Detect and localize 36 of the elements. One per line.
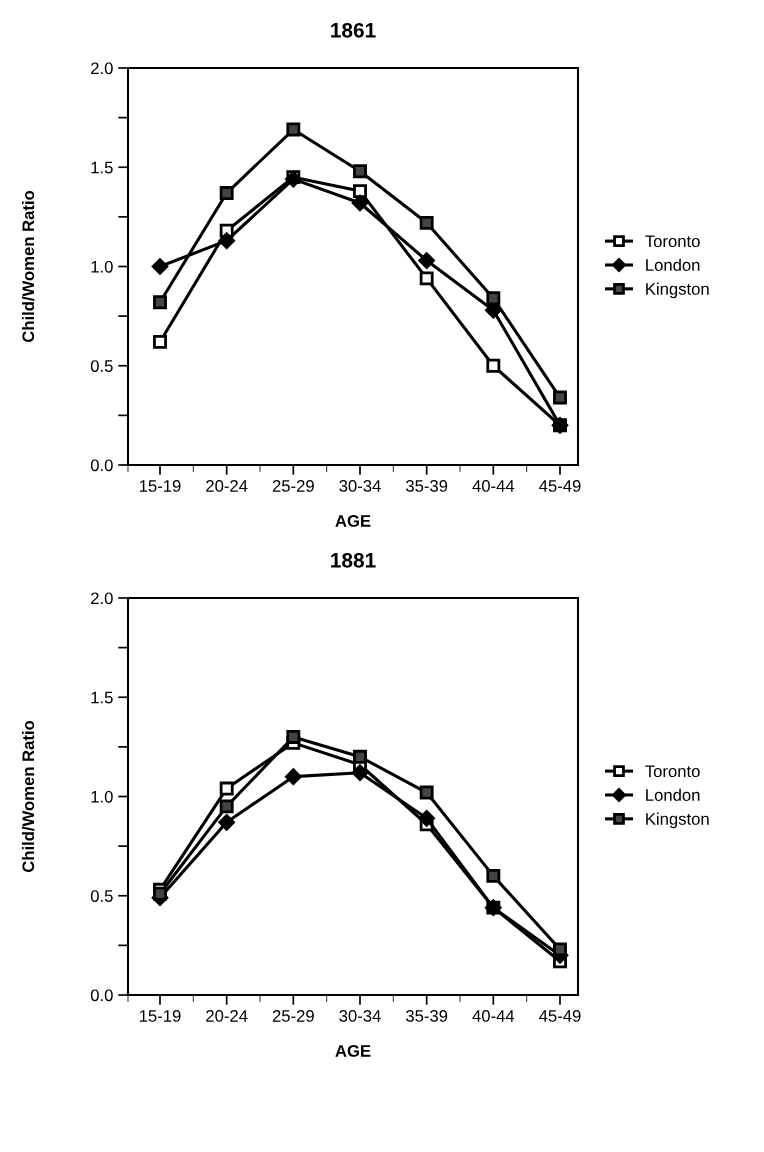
y-tick-label: 0.0 bbox=[90, 989, 113, 1002]
x-tick-label: 30-34 bbox=[339, 1010, 381, 1022]
x-tick-label: 25-29 bbox=[272, 1010, 314, 1022]
legend-label: London bbox=[646, 258, 700, 271]
y-tick-label: 1.0 bbox=[91, 790, 113, 803]
y-tick-label: 2.0 bbox=[91, 592, 113, 605]
x-axis-title: AGE bbox=[335, 515, 371, 527]
y-tick-label: 1.5 bbox=[91, 691, 113, 704]
x-tick-label: 45-49 bbox=[539, 1010, 581, 1022]
y-tick-label: 1.0 bbox=[91, 260, 113, 273]
y-tick-label: 1.5 bbox=[91, 161, 113, 174]
x-axis-title: AGE bbox=[335, 1045, 371, 1057]
legend-label: Kingston bbox=[646, 282, 709, 299]
chart-title: 1861 bbox=[331, 22, 376, 38]
y-tick-label: 0.0 bbox=[90, 459, 113, 472]
legend-label: London bbox=[646, 788, 700, 801]
legend-label: Kingston bbox=[646, 812, 709, 829]
x-tick-label: 35-39 bbox=[405, 1010, 448, 1022]
x-tick-label: 40-44 bbox=[472, 480, 515, 492]
y-tick-label: 0.5 bbox=[90, 360, 113, 372]
x-tick-label: 25-29 bbox=[272, 480, 314, 492]
legend-label: Toronto bbox=[645, 235, 700, 248]
y-axis-title: Child/Women Ratio bbox=[21, 190, 35, 343]
y-tick-label: 2.0 bbox=[91, 62, 113, 75]
legend-label: Toronto bbox=[645, 765, 700, 778]
x-tick-label: 40-44 bbox=[472, 1010, 515, 1022]
x-tick-label: 35-39 bbox=[405, 480, 448, 492]
chart-title: 1881 bbox=[331, 552, 376, 568]
y-tick-label: 0.5 bbox=[90, 890, 113, 902]
x-tick-label: 20-24 bbox=[206, 1010, 248, 1022]
y-axis-title: Child/Women Ratio bbox=[21, 720, 35, 873]
x-tick-label: 20-24 bbox=[206, 480, 248, 492]
x-tick-label: 15-19 bbox=[139, 1010, 181, 1022]
x-tick-label: 45-49 bbox=[539, 480, 581, 492]
x-tick-label: 15-19 bbox=[139, 480, 181, 492]
x-tick-label: 30-34 bbox=[339, 480, 381, 492]
